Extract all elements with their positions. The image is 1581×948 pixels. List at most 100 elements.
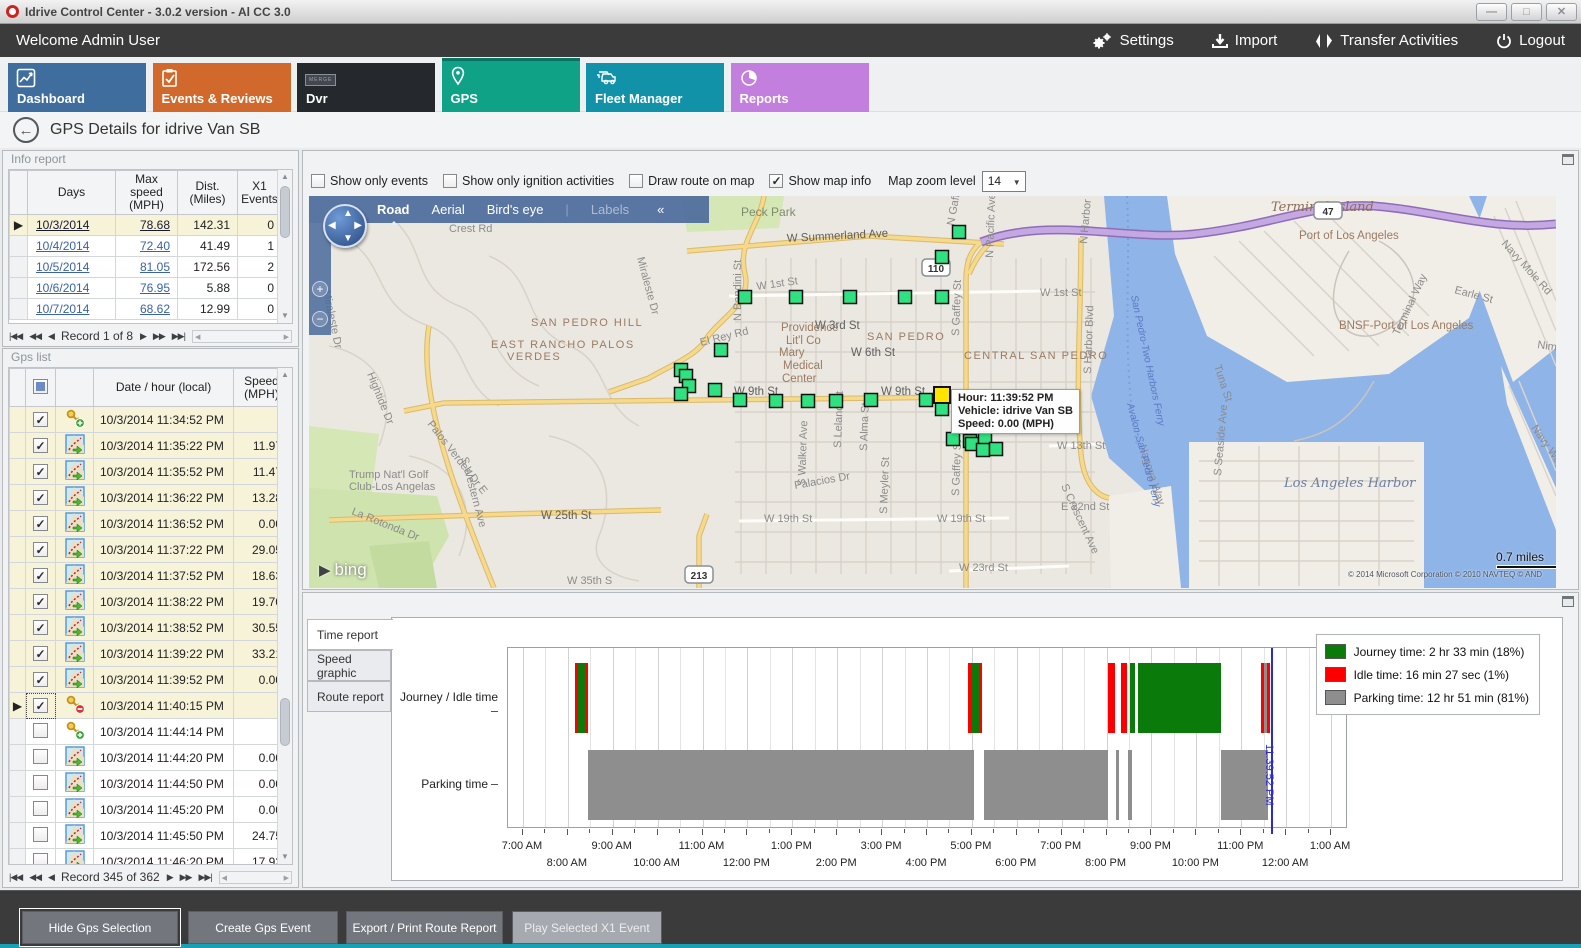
map-style-birdseye[interactable]: Bird's eye (486, 202, 544, 217)
gps-marker[interactable] (934, 289, 950, 305)
close-button[interactable]: ✕ (1546, 3, 1577, 21)
gps-marker[interactable] (673, 386, 689, 402)
gps-row[interactable]: ✓ 10/3/2014 11:39:52 PM 0.00 (9, 666, 290, 693)
gps-row[interactable]: ✓ 10/3/2014 11:35:52 PM 11.47 (9, 458, 290, 485)
gps-row[interactable]: 10/3/2014 11:46:20 PM 17.93 (9, 848, 290, 864)
gps-row[interactable]: ✓ 10/3/2014 11:38:22 PM 19.70 (9, 588, 290, 615)
gps-row[interactable]: ✓ 10/3/2014 11:39:22 PM 33.21 (9, 640, 290, 667)
zoom-out-icon[interactable]: − (312, 311, 328, 327)
row-checkbox[interactable] (33, 748, 48, 764)
gps-row[interactable]: 10/3/2014 11:44:20 PM 0.00 (9, 744, 290, 771)
day-link[interactable]: 10/6/2014 (36, 281, 90, 295)
hide-gps-selection-button[interactable]: Hide Gps Selection (22, 911, 178, 944)
gps-marker[interactable] (951, 224, 967, 240)
row-checkbox[interactable] (33, 722, 48, 738)
gps-col-date[interactable]: Date / hour (local) (93, 368, 234, 407)
info-col-header[interactable]: Days (27, 170, 116, 215)
table-row[interactable]: 10/6/2014 76.95 5.88 0 (9, 277, 282, 299)
gps-marker[interactable] (788, 289, 804, 305)
maximize-panel-icon[interactable] (1562, 596, 1574, 607)
table-row[interactable]: 10/7/2014 68.62 12.99 0 (9, 298, 282, 320)
gps-marker[interactable] (732, 392, 748, 408)
gps-marker[interactable] (934, 249, 950, 265)
zoom-in-icon[interactable]: + (312, 281, 328, 297)
settings-button[interactable]: Settings (1091, 32, 1174, 50)
gps-marker[interactable] (842, 289, 858, 305)
gps-row[interactable]: ✓ 10/3/2014 11:37:52 PM 18.63 (9, 562, 290, 589)
table-row[interactable]: 10/4/2014 72.40 41.49 1 (9, 235, 282, 257)
row-checkbox[interactable]: ✓ (33, 646, 48, 661)
row-checkbox[interactable] (33, 826, 48, 842)
pager-nextpage-icon[interactable]: ▶▶ (152, 330, 166, 341)
gps-marker[interactable] (918, 392, 934, 408)
gps-scrollbar[interactable]: ▲ ▼ (277, 368, 292, 864)
transfer-activities-button[interactable]: Transfer Activities (1315, 32, 1458, 50)
gps-row[interactable]: ▶ ✓ 10/3/2014 11:40:15 PM (9, 692, 290, 719)
minimize-button[interactable]: — (1476, 3, 1507, 21)
play-selected-x1-event-button[interactable]: Play Selected X1 Event (512, 911, 662, 944)
pager-next-icon[interactable]: ▶ (140, 330, 147, 341)
info-col-header[interactable]: Max speed (MPH) (115, 170, 178, 215)
gps-row[interactable]: 10/3/2014 11:45:50 PM 24.75 (9, 822, 290, 849)
row-checkbox[interactable]: ✓ (33, 542, 48, 557)
pager-prev-icon[interactable]: ◀ (48, 871, 55, 882)
pager-next-icon[interactable]: ▶ (166, 871, 174, 882)
max-speed-link[interactable]: 72.40 (139, 239, 170, 253)
gps-marker[interactable] (768, 393, 784, 409)
nav-tab-gps[interactable]: GPS (441, 58, 580, 112)
checkbox-unchecked[interactable] (629, 174, 644, 188)
pager-first-icon[interactable]: |◀◀ (9, 871, 23, 882)
pager-prevpage-icon[interactable]: ◀◀ (29, 871, 42, 882)
row-checkbox[interactable]: ✓ (33, 438, 48, 453)
gps-row[interactable]: ✓ 10/3/2014 11:36:22 PM 13.28 (9, 484, 290, 511)
gps-marker[interactable] (988, 441, 1004, 457)
row-checkbox[interactable]: ✓ (33, 412, 48, 427)
nav-tab-fleet-manager[interactable]: Fleet Manager (586, 63, 724, 112)
row-checkbox[interactable] (33, 800, 48, 816)
pager-prev-icon[interactable]: ◀ (48, 330, 55, 341)
map-pan-compass[interactable]: ▲ ▼ ◀ ▶ (323, 204, 367, 248)
day-link[interactable]: 10/7/2014 (36, 302, 90, 316)
info-col-header[interactable]: X1 Events (237, 170, 282, 215)
day-link[interactable]: 10/4/2014 (36, 239, 90, 253)
row-checkbox[interactable]: ✓ (33, 568, 48, 583)
nav-tab-events-reviews[interactable]: Events & Reviews (152, 63, 291, 112)
import-button[interactable]: Import (1211, 32, 1277, 49)
gps-hscrollbar[interactable]: ◀ ▶ (218, 870, 292, 884)
gps-row[interactable]: ✓ 10/3/2014 11:34:52 PM (9, 406, 290, 433)
map-zoom-select[interactable]: 14 ▼ (981, 170, 1026, 192)
checkbox-unchecked[interactable] (442, 174, 457, 188)
pager-last-icon[interactable]: ▶▶| (198, 871, 212, 882)
gps-row[interactable]: 10/3/2014 11:45:20 PM 0.00 (9, 796, 290, 823)
tab-route-report[interactable]: Route report (307, 681, 391, 712)
nav-tab-reports[interactable]: Reports (730, 63, 869, 112)
gps-row[interactable]: ✓ 10/3/2014 11:37:22 PM 29.05 (9, 536, 290, 563)
gps-marker[interactable] (945, 431, 961, 447)
create-gps-event-button[interactable]: Create Gps Event (188, 911, 338, 944)
gps-row[interactable]: 10/3/2014 11:44:50 PM 0.00 (9, 770, 290, 797)
gps-marker[interactable] (934, 401, 950, 417)
gps-marker[interactable] (713, 342, 729, 358)
gps-marker[interactable] (800, 393, 816, 409)
row-checkbox[interactable]: ✓ (33, 698, 48, 713)
gps-marker[interactable] (897, 289, 913, 305)
gps-marker[interactable] (707, 382, 723, 398)
selected-gps-marker[interactable] (933, 386, 951, 404)
table-row[interactable]: ▶ 10/3/2014 78.68 142.31 0 (9, 214, 282, 236)
logout-button[interactable]: Logout (1496, 32, 1565, 49)
row-checkbox[interactable]: ✓ (33, 516, 48, 531)
checkbox-checked[interactable]: ✓ (769, 174, 784, 188)
toolbar-collapse-icon[interactable]: « (657, 202, 665, 217)
gps-marker[interactable] (863, 392, 879, 408)
row-checkbox[interactable]: ✓ (33, 490, 48, 505)
day-link[interactable]: 10/5/2014 (36, 260, 90, 274)
pager-first-icon[interactable]: |◀◀ (9, 330, 23, 341)
pager-last-icon[interactable]: ▶▶| (171, 330, 186, 341)
gps-marker[interactable] (737, 289, 753, 305)
row-checkbox[interactable] (33, 774, 48, 790)
map-style-labels[interactable]: Labels (590, 202, 630, 217)
max-speed-link[interactable]: 68.62 (139, 302, 170, 316)
info-col-header[interactable]: Dist. (Miles) (177, 170, 238, 215)
row-checkbox[interactable]: ✓ (33, 672, 48, 687)
select-all-checkbox[interactable] (33, 378, 48, 394)
